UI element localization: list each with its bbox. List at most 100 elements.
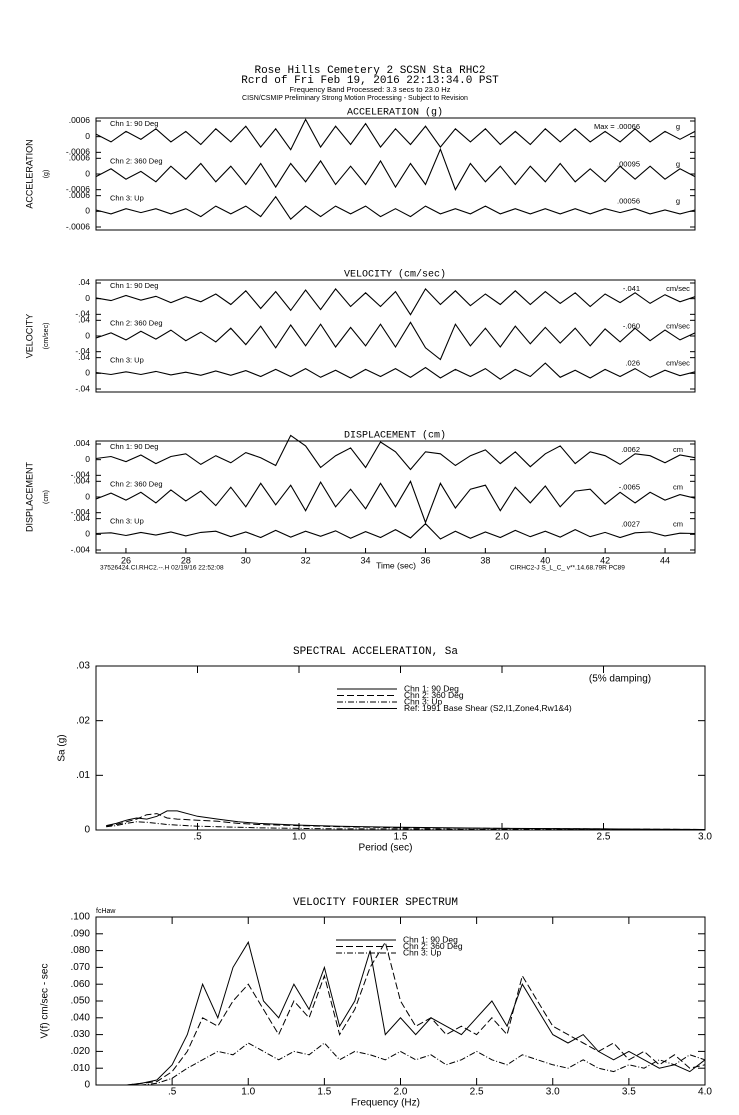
peak-label: .00056 xyxy=(617,197,640,206)
x-tick-label: 4.0 xyxy=(698,1087,712,1098)
y-tick-label: .040 xyxy=(71,1012,91,1023)
trace xyxy=(95,434,696,471)
y-tick-label: -.04 xyxy=(75,346,90,356)
x-tick-label: 28 xyxy=(181,555,191,565)
y-tick-label: .02 xyxy=(76,715,90,726)
peak-label: .026 xyxy=(625,359,640,368)
y-axis-unit: (g) xyxy=(43,170,50,179)
peak-unit: g xyxy=(676,122,680,131)
legend-label: Chn 2: 360 Deg xyxy=(403,941,463,951)
x-tick-label: 1.0 xyxy=(241,1087,255,1098)
peak-label: .0027 xyxy=(621,520,640,529)
x-tick-label: 2.5 xyxy=(470,1087,484,1098)
x-tick-label: 2.0 xyxy=(394,1087,408,1098)
y-tick-label: -.004 xyxy=(71,544,91,554)
y-tick-label: 0 xyxy=(85,131,90,141)
y-tick-label: .020 xyxy=(71,1046,91,1057)
record-time: Rcrd of Fri Feb 19, 2016 22:13:34.0 PST xyxy=(241,75,499,87)
chart-title: SPECTRAL ACCELERATION, Sa xyxy=(293,646,458,658)
x-tick-label: 26 xyxy=(121,555,131,565)
peak-label: .00095 xyxy=(617,159,640,168)
peak-unit: cm/sec xyxy=(666,321,690,330)
y-tick-label: .04 xyxy=(78,277,90,287)
x-tick-label: 36 xyxy=(420,555,430,565)
y-tick-label: -.04 xyxy=(75,309,90,319)
y-tick-label: .0006 xyxy=(69,153,91,163)
legend-label: Chn 3: Up xyxy=(404,696,443,706)
y-axis-unit: (cm) xyxy=(43,490,50,504)
y-tick-label: .090 xyxy=(71,928,91,939)
peak-unit: cm xyxy=(673,482,683,491)
trace xyxy=(95,480,696,525)
y-tick-label: .0006 xyxy=(69,115,91,125)
y-tick-label: .04 xyxy=(78,352,90,362)
trace xyxy=(95,195,696,221)
y-tick-label: 0 xyxy=(84,1080,90,1091)
legend-label: Chn 3: Up xyxy=(403,947,442,957)
channel-name: Chn 1: 90 Deg xyxy=(110,119,158,128)
y-axis-label: ACCELERATION xyxy=(24,139,34,208)
x-tick-label: 3.0 xyxy=(698,832,712,843)
y-tick-label: .070 xyxy=(71,962,91,973)
x-tick-label: 1.0 xyxy=(292,832,306,843)
note: fcHaw xyxy=(96,908,116,915)
legend-label: Chn 2: 360 Deg xyxy=(404,690,464,700)
y-axis-label: V(f) cm/sec - sec xyxy=(40,963,51,1038)
y-tick-label: 0 xyxy=(84,825,90,836)
x-tick-label: 2.0 xyxy=(495,832,509,843)
y-tick-label: -.004 xyxy=(71,470,91,480)
peak-unit: cm/sec xyxy=(666,284,690,293)
y-tick-label: .01 xyxy=(76,770,90,781)
trace xyxy=(95,147,696,191)
y-tick-label: 0 xyxy=(85,368,90,378)
y-tick-label: .0006 xyxy=(69,190,91,200)
y-tick-label: .03 xyxy=(76,661,90,672)
y-tick-label: -.0006 xyxy=(66,184,90,194)
x-tick-label: .5 xyxy=(193,832,202,843)
y-tick-label: 0 xyxy=(85,330,90,340)
x-tick-label: 38 xyxy=(480,555,490,565)
y-tick-label: -.0006 xyxy=(66,221,90,231)
channel-name: Chn 2: 360 Deg xyxy=(110,318,163,327)
x-tick-label: 1.5 xyxy=(394,832,408,843)
y-axis-unit: (cm/sec) xyxy=(43,323,50,350)
trace xyxy=(95,118,696,151)
channel-name: Chn 3: Up xyxy=(110,517,144,526)
peak-unit: g xyxy=(676,197,680,206)
footer-left: 37526424.CI.RHC2.--.H 02/19/16 22:52:08 xyxy=(100,565,224,572)
channel-name: Chn 3: Up xyxy=(110,356,144,365)
channel-name: Chn 1: 90 Deg xyxy=(110,442,158,451)
y-tick-label: 0 xyxy=(85,454,90,464)
peak-label: -.060 xyxy=(623,321,640,330)
legend-label: Ref: 1991 Base Shear (S2,I1,Zone4,Rw1&4) xyxy=(404,703,572,713)
panel-title: DISPLACEMENT (cm) xyxy=(344,430,446,442)
spectrum-line xyxy=(106,813,706,830)
y-tick-label: .060 xyxy=(71,979,91,990)
spectrum-line xyxy=(96,940,706,1086)
y-tick-label: -.04 xyxy=(75,383,90,393)
footer-right: CIRHC2-J S_L_C_ v**.14.68.79R PC89 xyxy=(510,565,625,572)
y-tick-label: .080 xyxy=(71,945,91,956)
panel-title: ACCELERATION (g) xyxy=(347,107,443,119)
x-axis-label: Period (sec) xyxy=(359,843,413,854)
y-axis-label: DISPLACEMENT xyxy=(24,461,34,532)
channel-name: Chn 1: 90 Deg xyxy=(110,281,158,290)
peak-label: -.0065 xyxy=(619,482,640,491)
peak-unit: cm/sec xyxy=(666,359,690,368)
panel-title: VELOCITY (cm/sec) xyxy=(344,269,446,281)
x-tick-label: 32 xyxy=(301,555,311,565)
x-tick-label: .5 xyxy=(168,1087,177,1098)
legend-label: Chn 1: 90 Deg xyxy=(404,683,459,693)
peak-prefix: Max = xyxy=(594,122,615,131)
peak-label: .0062 xyxy=(621,445,640,454)
y-tick-label: .100 xyxy=(71,912,91,923)
x-axis-label: Time (sec) xyxy=(376,560,416,570)
y-tick-label: .004 xyxy=(73,476,90,486)
y-tick-label: .050 xyxy=(71,996,91,1007)
y-tick-label: -.004 xyxy=(71,507,91,517)
channel-name: Chn 3: Up xyxy=(110,194,144,203)
legend-label: Chn 1: 90 Deg xyxy=(403,934,458,944)
trace xyxy=(95,522,696,540)
